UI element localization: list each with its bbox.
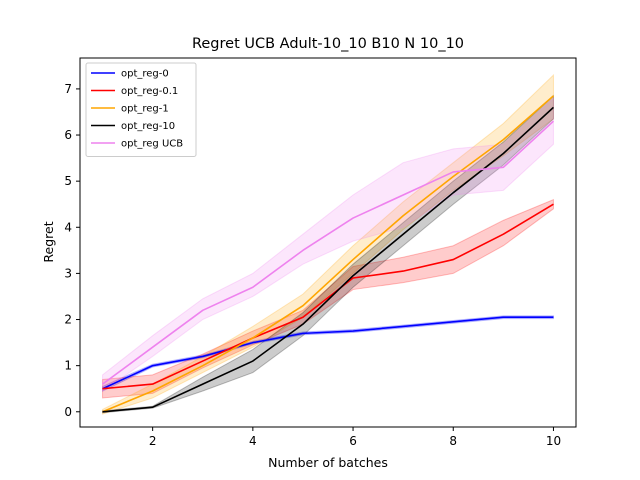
legend: opt_reg-0 opt_reg-0.1 opt_reg-1 opt_reg-10o… [85, 62, 197, 157]
chart-title: Regret UCB Adult-10_10 B10 N 10_10 [192, 36, 464, 52]
line-opt-reg-0-1 [102, 203, 554, 390]
line-opt-reg-1 [102, 95, 554, 413]
x-tick-label: 4 [249, 434, 257, 448]
x-tick-label: 2 [149, 434, 157, 448]
legend-label: opt_reg-0.1 [121, 86, 178, 97]
legend-label: opt_reg-10 [121, 121, 175, 132]
y-tick-label: 0 [64, 405, 72, 419]
y-tick-label: 5 [64, 174, 72, 188]
y-axis-label: Regret [41, 221, 56, 262]
band-opt-reg-10 [102, 94, 554, 414]
plot-area [79, 57, 577, 428]
line-opt-reg-10 [102, 106, 554, 413]
band-opt-reg-0-1 [102, 198, 554, 399]
axes-frame [79, 57, 577, 428]
y-tick-label: 4 [64, 220, 72, 234]
x-tick-label: 6 [349, 434, 357, 448]
y-tick-label: 2 [64, 313, 72, 327]
y-tick-label: 3 [64, 266, 72, 280]
x-tick-label: 10 [546, 434, 561, 448]
y-axis-ticks: 0 1 2 3 4 5 6 7 [64, 82, 80, 419]
y-tick-label: 7 [64, 82, 72, 96]
legend-label: opt_reg UCB [121, 139, 183, 150]
band-opt-reg-ucb [102, 96, 554, 392]
legend-label: opt_reg-1 [121, 104, 169, 115]
line-opt-reg-0 [102, 316, 554, 390]
y-tick-label: 1 [64, 359, 72, 373]
confidence-bands [102, 73, 554, 415]
x-axis-ticks: 2 4 6 8 10 [149, 427, 561, 448]
legend-box [85, 62, 197, 157]
legend-label: opt_reg-0 [121, 69, 169, 80]
x-tick-label: 8 [449, 434, 457, 448]
y-tick-label: 6 [64, 128, 72, 142]
x-axis-label: Number of batches [268, 455, 388, 470]
band-opt-reg-1 [102, 73, 554, 415]
series-lines [102, 95, 554, 413]
line-opt-reg-ucb [102, 120, 554, 385]
